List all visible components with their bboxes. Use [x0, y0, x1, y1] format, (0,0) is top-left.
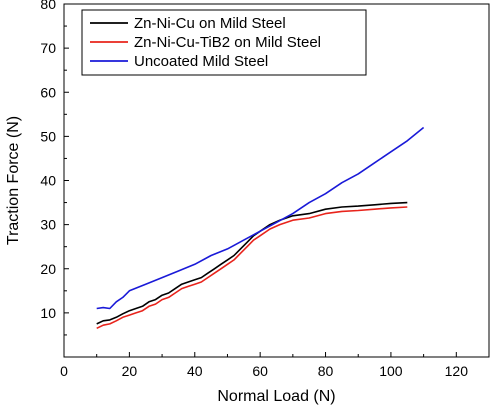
series-line-1	[96, 201, 408, 325]
x-axis-title: Normal Load (N)	[217, 388, 335, 405]
series-line-2	[96, 206, 408, 330]
x-tick-label: 0	[60, 363, 68, 379]
y-tick-label: 50	[40, 128, 56, 144]
series-line-3	[96, 126, 425, 310]
legend-label-3: Uncoated Mild Steel	[134, 53, 268, 70]
y-tick-label: 80	[40, 0, 56, 12]
x-tick-label: 60	[252, 363, 268, 379]
x-tick-label: 80	[318, 363, 334, 379]
y-tick-label: 40	[40, 173, 56, 189]
y-tick-label: 60	[40, 84, 56, 100]
y-tick-label: 70	[40, 40, 56, 56]
y-tick-label: 10	[40, 305, 56, 321]
legend-box	[81, 9, 367, 76]
x-tick-label: 120	[445, 363, 469, 379]
y-tick-label: 30	[40, 217, 56, 233]
series-lines	[96, 126, 425, 330]
legend-label-1: Zn-Ni-Cu on Mild Steel	[134, 15, 286, 32]
x-tick-label: 20	[122, 363, 138, 379]
legend-label-2: Zn-Ni-Cu-TiB2 on Mild Steel	[134, 34, 321, 51]
x-tick-label: 100	[379, 363, 403, 379]
axis-ticks: 0 20 40 60 80 100 120 10 20 30 40 50 60 70 80	[40, 0, 468, 379]
y-tick-label: 20	[40, 261, 56, 277]
y-axis-title: Traction Force (N)	[5, 116, 22, 245]
legend: Zn-Ni-Cu on Mild Steel Zn-Ni-Cu-TiB2 on M…	[81, 9, 367, 76]
x-tick-label: 40	[187, 363, 203, 379]
